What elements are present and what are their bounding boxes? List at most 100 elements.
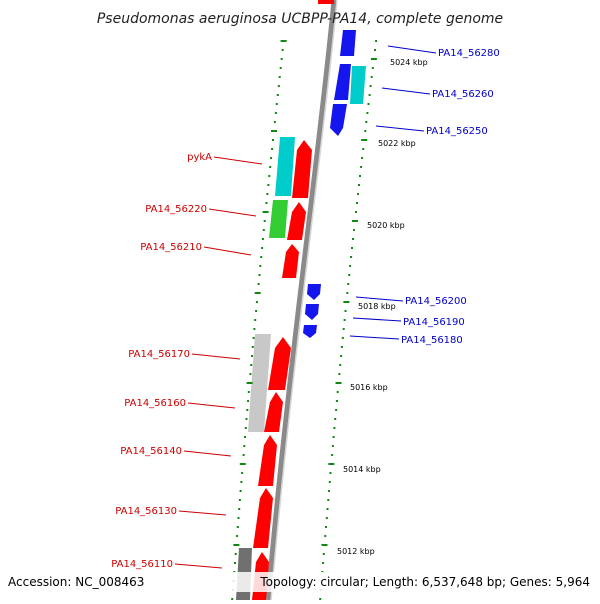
gene-label-PA14_56130[interactable]: PA14_56130 bbox=[115, 506, 177, 517]
accession-text: Accession: NC_008463 bbox=[8, 575, 144, 589]
kbp-minor-tick bbox=[350, 256, 353, 258]
gene-label-PA14_56190[interactable]: PA14_56190 bbox=[403, 317, 465, 328]
leader-line bbox=[174, 563, 223, 569]
kbp-minor-tick bbox=[353, 229, 355, 231]
kbp-label: 5012 kbp bbox=[337, 547, 375, 556]
leader-line bbox=[183, 450, 232, 457]
gene-arrow-PA14_56160[interactable] bbox=[264, 392, 283, 432]
gene-arrow-PA14_56260-cyan[interactable] bbox=[350, 66, 366, 104]
gene-label-PA14_56160[interactable]: PA14_56160 bbox=[124, 398, 186, 409]
gene-label-PA14_56180[interactable]: PA14_56180 bbox=[401, 335, 463, 346]
kbp-minor-tick bbox=[325, 517, 328, 519]
kbp-minor-tick bbox=[368, 94, 371, 96]
kbp-minor-tick bbox=[331, 445, 334, 447]
topology-text: Topology: circular; Length: 6,537,648 bp… bbox=[259, 575, 590, 589]
gene-label-PA14_56210[interactable]: PA14_56210 bbox=[140, 242, 202, 253]
kbp-minor-tick bbox=[327, 499, 330, 501]
kbp-minor-tick bbox=[340, 346, 343, 348]
kbp-minor-tick bbox=[259, 265, 262, 267]
kbp-minor-tick bbox=[238, 499, 241, 501]
kbp-minor-tick bbox=[374, 49, 376, 51]
kbp-minor-tick bbox=[271, 148, 274, 150]
kbp-minor-tick bbox=[347, 283, 350, 285]
kbp-minor-tick bbox=[319, 598, 322, 600]
gene-label-PA14_56260[interactable]: PA14_56260 bbox=[432, 89, 494, 100]
kbp-major-tick bbox=[352, 220, 358, 222]
kbp-minor-tick bbox=[270, 157, 273, 159]
gene-arrow-PA14_56280[interactable] bbox=[340, 30, 356, 56]
leader-line bbox=[213, 156, 263, 165]
gene-label-PA14_56110[interactable]: PA14_56110 bbox=[111, 559, 173, 570]
gene-arrow-PA14_56190[interactable] bbox=[305, 304, 319, 320]
leader-line bbox=[208, 208, 257, 217]
kbp-labels: 5024 kbp 5022 kbp 5020 kbp 5018 kbp 5016… bbox=[337, 58, 428, 556]
gene-label-PA14_56280[interactable]: PA14_56280 bbox=[438, 48, 500, 59]
gene-arrow-PA14_56170-gray[interactable] bbox=[248, 334, 271, 432]
kbp-minor-tick bbox=[239, 490, 242, 492]
gene-arrow-PA14_56130[interactable] bbox=[253, 488, 273, 548]
kbp-minor-tick bbox=[322, 562, 325, 564]
kbp-label: 5020 kbp bbox=[367, 221, 405, 230]
kbp-minor-tick bbox=[258, 274, 261, 276]
gene-label-PA14_56250[interactable]: PA14_56250 bbox=[426, 126, 488, 137]
kbp-minor-tick bbox=[331, 454, 334, 456]
kbp-minor-tick bbox=[344, 310, 347, 312]
kbp-minor-tick bbox=[358, 184, 360, 186]
kbp-minor-tick bbox=[234, 553, 237, 555]
gene-arrow-PA14_56250[interactable] bbox=[330, 104, 347, 136]
kbp-minor-tick bbox=[240, 481, 243, 483]
gene-partial-top[interactable] bbox=[318, 0, 334, 4]
kbp-major-tick bbox=[335, 382, 342, 384]
kbp-minor-tick bbox=[266, 193, 269, 195]
gene-label-PA14_56220[interactable]: PA14_56220 bbox=[145, 204, 207, 215]
gene-arrow-PA14_56220-green[interactable] bbox=[269, 200, 288, 238]
gene-arrow-pykA-cyan[interactable] bbox=[275, 137, 295, 196]
gene-label-PA14_56140[interactable]: PA14_56140 bbox=[120, 446, 182, 457]
kbp-label: 5022 kbp bbox=[378, 139, 416, 148]
kbp-minor-tick bbox=[360, 166, 363, 168]
kbp-minor-tick bbox=[355, 211, 357, 213]
kbp-ruler-right bbox=[319, 40, 378, 600]
kbp-major-tick bbox=[262, 211, 269, 213]
kbp-major-tick bbox=[239, 463, 246, 465]
kbp-major-tick bbox=[271, 130, 277, 132]
gene-arrow-PA14_56260[interactable] bbox=[334, 64, 351, 100]
kbp-minor-tick bbox=[375, 40, 378, 42]
kbp-label: 5016 kbp bbox=[350, 383, 388, 392]
kbp-minor-tick bbox=[267, 184, 270, 186]
gene-arrow-pykA[interactable] bbox=[292, 140, 312, 198]
kbp-major-tick bbox=[328, 463, 335, 465]
kbp-minor-tick bbox=[251, 346, 254, 348]
reverse-gene-arrows bbox=[303, 30, 366, 338]
kbp-minor-tick bbox=[343, 319, 346, 321]
genome-backbone bbox=[265, 0, 337, 601]
kbp-minor-tick bbox=[325, 526, 327, 528]
gene-label-PA14_56200[interactable]: PA14_56200 bbox=[405, 296, 467, 307]
gene-arrow-PA14_56200[interactable] bbox=[307, 284, 321, 300]
kbp-minor-tick bbox=[245, 418, 248, 420]
gene-arrow-PA14_56140[interactable] bbox=[258, 435, 277, 486]
kbp-minor-tick bbox=[263, 220, 266, 222]
kbp-minor-tick bbox=[369, 85, 372, 87]
kbp-minor-tick bbox=[361, 157, 364, 159]
kbp-minor-tick bbox=[276, 94, 279, 96]
kbp-minor-tick bbox=[262, 229, 265, 231]
gene-arrow-PA14_56210[interactable] bbox=[282, 244, 299, 278]
kbp-minor-tick bbox=[326, 508, 329, 510]
kbp-major-tick bbox=[343, 301, 350, 303]
leader-line bbox=[203, 246, 252, 256]
kbp-minor-tick bbox=[367, 103, 370, 105]
gene-label-pykA[interactable]: pykA bbox=[187, 152, 212, 163]
kbp-minor-tick bbox=[332, 436, 335, 438]
kbp-minor-tick bbox=[247, 391, 250, 393]
gene-arrow-PA14_56220[interactable] bbox=[287, 202, 306, 240]
gene-arrow-PA14_56170[interactable] bbox=[268, 337, 291, 390]
gene-label-PA14_56170[interactable]: PA14_56170 bbox=[128, 349, 190, 360]
kbp-label: 5018 kbp bbox=[358, 302, 396, 311]
kbp-minor-tick bbox=[339, 364, 342, 366]
kbp-major-tick bbox=[361, 139, 368, 141]
kbp-minor-tick bbox=[280, 58, 283, 60]
reverse-gene-labels: PA14_56280 PA14_56260 PA14_56250 PA14_56… bbox=[349, 45, 500, 346]
gene-arrow-PA14_56180[interactable] bbox=[303, 325, 317, 338]
